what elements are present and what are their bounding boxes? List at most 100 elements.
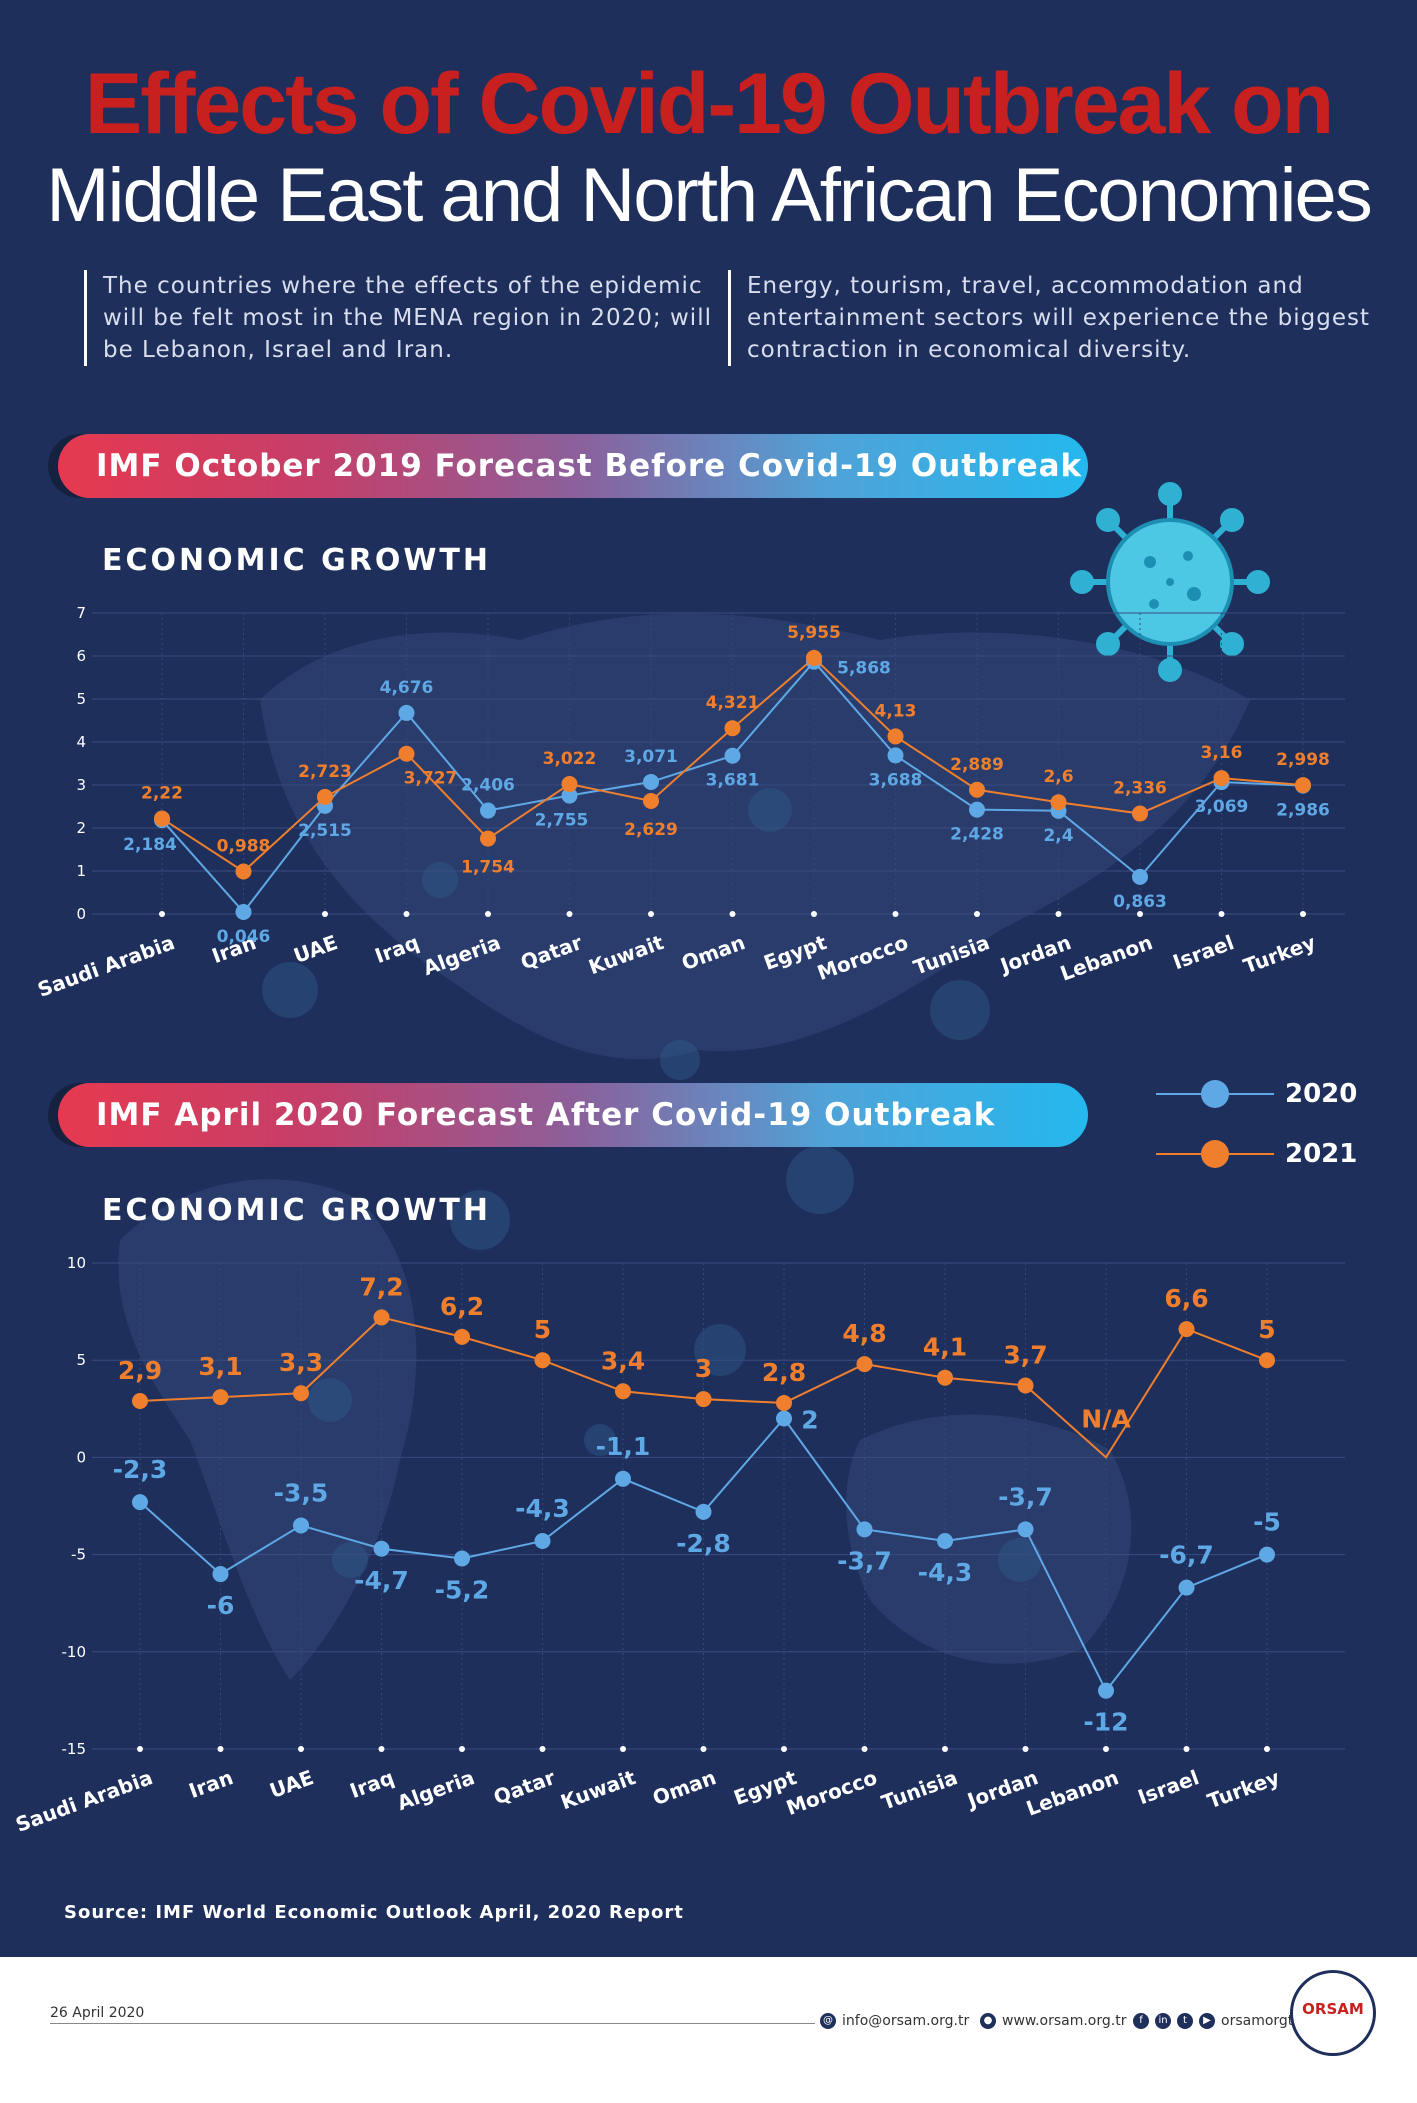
data-point-2021 — [212, 1389, 229, 1406]
category-dot — [539, 1746, 546, 1752]
data-label-2020: -3,5 — [274, 1478, 329, 1507]
category-dot — [566, 911, 573, 917]
data-label-2021: 3,1 — [198, 1352, 242, 1381]
data-point-2021 — [373, 1309, 390, 1326]
data-label-2020: 2,986 — [1276, 801, 1330, 821]
footer-website[interactable]: ● www.orsam.org.tr — [980, 2013, 1126, 2029]
category-dot — [1218, 911, 1225, 917]
data-label-2020: -2,3 — [113, 1455, 168, 1484]
data-label-2021: 6,6 — [1164, 1284, 1208, 1313]
category-dot — [159, 911, 165, 917]
data-point-2021 — [480, 830, 496, 847]
y-tick-label: 7 — [76, 604, 86, 622]
data-label-2021: 2,336 — [1113, 779, 1167, 799]
y-tick-label: 1 — [76, 862, 86, 880]
y-tick-label: 6 — [76, 647, 86, 665]
data-label-2021: 6,2 — [440, 1292, 484, 1321]
y-tick-label: 3 — [76, 776, 86, 794]
data-label-2021: 2,22 — [141, 784, 183, 804]
data-label-2020: -4,7 — [354, 1566, 409, 1595]
data-label-2020: -6 — [207, 1591, 235, 1620]
data-point-2020 — [1098, 1682, 1114, 1699]
data-label-2021: 2,6 — [1043, 767, 1073, 787]
data-point-2020 — [615, 1470, 631, 1487]
data-point-2021 — [1178, 1321, 1195, 1338]
data-label-2021: 2,9 — [118, 1356, 162, 1385]
data-label-2020: 2,428 — [950, 825, 1004, 845]
data-point-2021 — [1259, 1352, 1275, 1369]
data-point-2020 — [887, 747, 904, 764]
category-dot — [1022, 1746, 1029, 1752]
twitter-icon: t — [1177, 2013, 1193, 2029]
data-point-2020 — [856, 1521, 873, 1538]
data-point-2020 — [293, 1517, 309, 1534]
category-label: UAE — [290, 930, 340, 968]
data-label-2021: 4,13 — [875, 701, 917, 721]
data-point-2020 — [695, 1503, 712, 1520]
data-point-2020 — [398, 704, 415, 721]
chart2-title: ECONOMIC GROWTH — [102, 1193, 491, 1228]
data-label-2021: 3,7 — [1003, 1340, 1047, 1369]
category-dot — [781, 1746, 787, 1752]
footer-date: 26 April 2020 — [50, 2005, 145, 2021]
category-dot — [378, 1746, 385, 1752]
source-note: Source: IMF World Economic Outlook April… — [64, 1902, 684, 1923]
footer-email[interactable]: @ info@orsam.org.tr — [820, 2013, 969, 2029]
intro-right: Energy, tourism, travel, accommodation a… — [728, 270, 1387, 366]
category-label: Iran — [186, 1765, 237, 1803]
footer-social[interactable]: f in t ▶ orsamorgtr — [1133, 2013, 1299, 2029]
youtube-icon: ▶ — [1199, 2013, 1215, 2029]
category-label: Qatar — [490, 1765, 558, 1809]
y-tick-label: 5 — [76, 1351, 86, 1369]
title-line1: Effects of Covid-19 Outbreak on — [84, 56, 1334, 152]
y-tick-label: -5 — [71, 1546, 86, 1564]
category-dot — [403, 911, 410, 917]
data-label-2021: 3,022 — [543, 749, 597, 769]
y-tick-label: 2 — [76, 819, 86, 837]
category-dot — [1103, 1746, 1109, 1752]
category-dot — [861, 1746, 868, 1752]
category-dot — [942, 1746, 948, 1752]
data-point-2021 — [1295, 777, 1311, 794]
data-point-2020 — [1259, 1546, 1275, 1563]
data-point-2020 — [1178, 1579, 1195, 1596]
data-label-2021: 3 — [695, 1354, 712, 1383]
data-label-2021: 2,8 — [762, 1358, 806, 1387]
data-label-2020: 0,863 — [1113, 892, 1167, 912]
category-label: Lebanon — [1057, 930, 1156, 986]
data-label-2020: -4,3 — [918, 1558, 973, 1587]
data-point-2021 — [1213, 770, 1230, 787]
data-label-2021: 3,16 — [1201, 743, 1243, 763]
orsam-logo: ORSAM — [1290, 1970, 1376, 2056]
data-point-2020 — [480, 802, 496, 819]
data-label-2021: 3,3 — [279, 1348, 323, 1377]
data-point-2021 — [969, 781, 985, 798]
data-label-2020: -5,2 — [435, 1575, 490, 1604]
data-point-2020 — [1017, 1521, 1034, 1538]
data-label-2021: 1,754 — [461, 858, 515, 878]
legend-2020-marker — [1201, 1080, 1229, 1108]
data-point-2020 — [1132, 868, 1148, 885]
category-label: Iraq — [372, 930, 423, 968]
data-label-2021: 0,988 — [217, 837, 271, 857]
data-label-2020: 2,515 — [298, 821, 352, 841]
data-label-2021: 5 — [534, 1315, 551, 1344]
data-label-2020: 0,046 — [217, 927, 271, 947]
category-label: Algeria — [420, 930, 504, 980]
data-label-2020: -6,7 — [1159, 1541, 1214, 1570]
data-label-2021: 2,889 — [950, 755, 1004, 775]
category-label: Algeria — [394, 1765, 478, 1815]
category-dot — [729, 911, 736, 917]
mail-icon: @ — [820, 2013, 836, 2029]
data-label-2020: -3,7 — [998, 1482, 1053, 1511]
category-label: UAE — [266, 1765, 316, 1803]
data-label-2020: 3,069 — [1195, 797, 1249, 817]
globe-icon: ● — [980, 2013, 996, 2029]
y-tick-label: 5 — [76, 690, 86, 708]
data-point-2021 — [132, 1393, 148, 1410]
data-point-2020 — [235, 904, 252, 921]
banner-before: IMF October 2019 Forecast Before Covid-1… — [58, 434, 1088, 498]
legend-2021-marker — [1201, 1140, 1229, 1168]
data-point-2020 — [969, 801, 985, 818]
data-point-2021 — [887, 728, 904, 745]
